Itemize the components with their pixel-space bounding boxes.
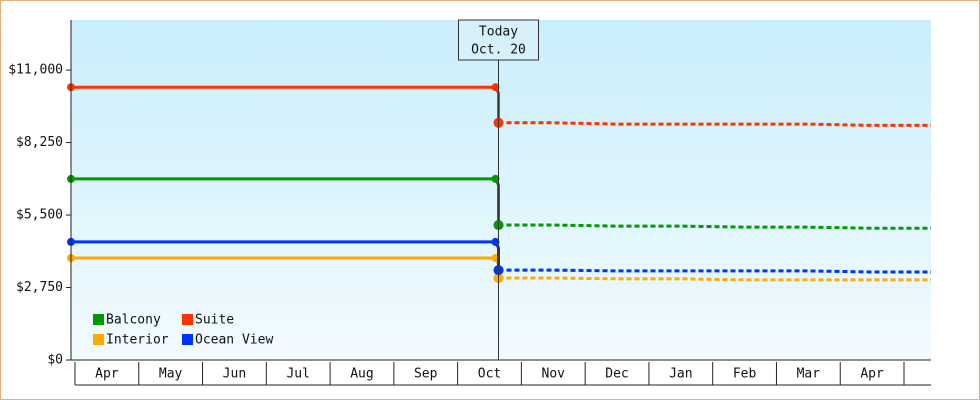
today-box	[458, 19, 539, 61]
legend-label: Interior	[106, 333, 169, 348]
x-tick-label: Aug	[350, 367, 373, 382]
x-tick-label: Apr	[95, 367, 119, 382]
point	[491, 237, 500, 246]
y-tick-label: $5,500	[16, 208, 63, 223]
x-tick-label: Mar	[797, 367, 821, 382]
legend-label: Ocean View	[195, 333, 273, 348]
legend-swatch	[93, 334, 104, 345]
legend-swatch	[182, 314, 193, 325]
today-date: Oct. 20	[471, 43, 526, 58]
y-tick-label: $0	[47, 353, 63, 368]
x-tick-label: Feb	[733, 367, 757, 382]
forecast-line	[498, 121, 931, 127]
legend-label: Balcony	[106, 313, 161, 328]
y-tick-label: $2,750	[16, 280, 63, 295]
y-tick-label: $8,250	[16, 135, 63, 150]
legend-label: Suite	[195, 313, 234, 328]
forecast-line	[498, 268, 931, 274]
forecast-line	[498, 276, 931, 282]
x-tick-label: Oct	[478, 367, 501, 382]
today-title: Today	[479, 25, 518, 40]
x-tick-label: Sep	[414, 367, 438, 382]
layer	[67, 83, 931, 284]
x-tick-label: Dec	[605, 367, 628, 382]
plot-area	[71, 20, 931, 360]
legend-swatch	[93, 314, 104, 325]
forecast-line	[498, 223, 931, 230]
legend-swatch	[182, 334, 193, 345]
x-tick-label: Apr	[860, 367, 884, 382]
x-tick-label: May	[159, 367, 183, 382]
x-tick-label: Nov	[542, 367, 566, 382]
x-tick-label: Jul	[286, 367, 309, 382]
y-tick-label: $11,000	[8, 63, 63, 78]
point	[491, 83, 500, 92]
x-tick-label: Jun	[223, 367, 246, 382]
x-tick-label: Jan	[669, 367, 692, 382]
point	[491, 174, 500, 183]
